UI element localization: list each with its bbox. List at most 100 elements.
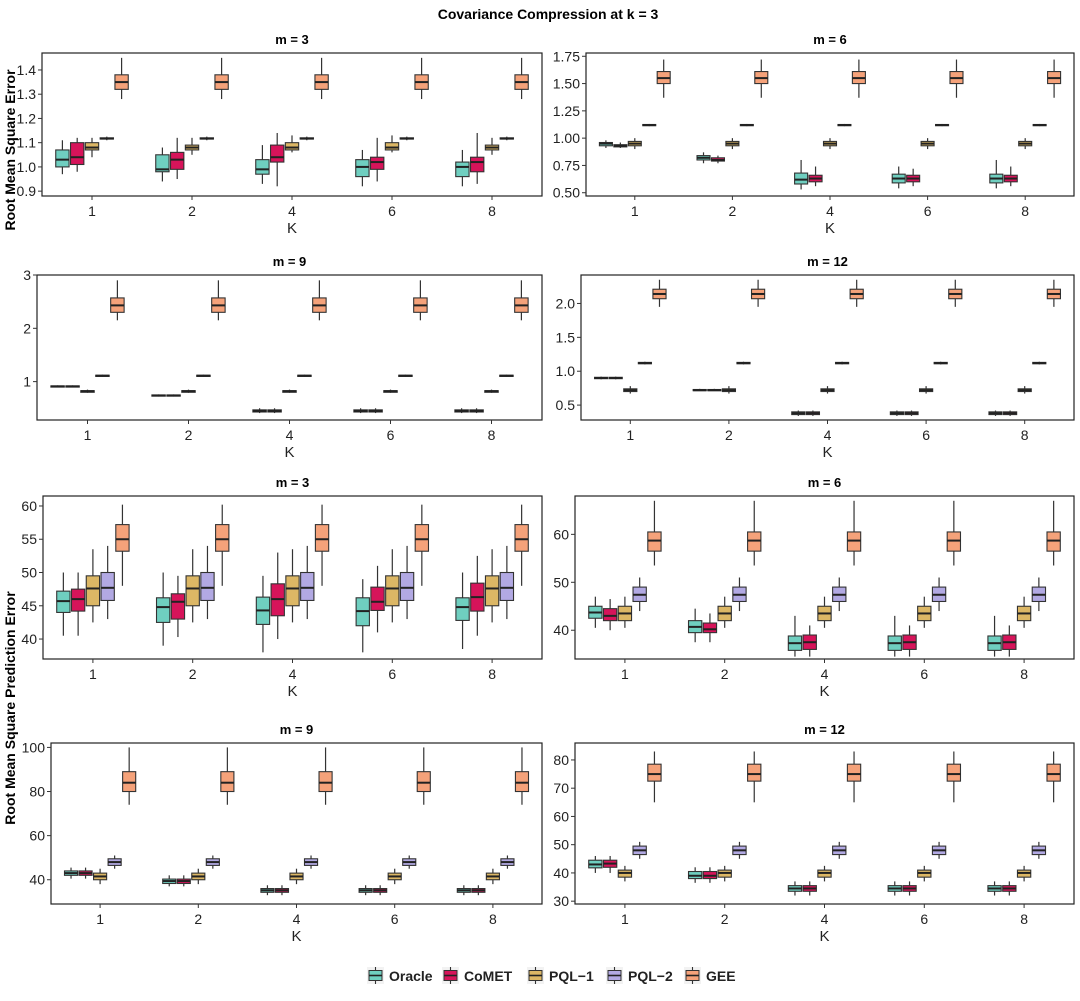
boxplot-box — [373, 885, 388, 896]
boxplot-box — [93, 868, 108, 885]
x-tick-label: 1 — [621, 666, 629, 682]
box-iqr — [285, 575, 300, 607]
boxplot-box — [732, 841, 747, 859]
boxplot-box — [808, 166, 823, 187]
boxplot-box — [1018, 138, 1033, 150]
panel-title: m = 12 — [807, 254, 848, 269]
y-tick-label: 1.0 — [17, 159, 37, 175]
boxplot-box — [312, 280, 327, 321]
x-tick-label: 8 — [488, 666, 496, 682]
y-tick-label: 55 — [21, 531, 37, 547]
x-tick-label: 6 — [920, 911, 928, 927]
x-tick-label: 4 — [824, 427, 832, 443]
boxplot-box — [717, 865, 732, 882]
boxplot-box — [588, 855, 603, 873]
legend-item: CoMET — [442, 967, 513, 984]
x-tick-label: 6 — [391, 911, 399, 927]
x-tick-label: 4 — [821, 911, 829, 927]
boxplot-box — [851, 59, 866, 98]
boxplot-box — [904, 410, 919, 416]
boxplot-box — [211, 280, 226, 321]
boxplot-box — [484, 137, 500, 155]
boxplot-box — [69, 137, 85, 172]
box-iqr — [155, 597, 171, 623]
boxplot-box — [484, 389, 499, 393]
boxplot-box — [802, 881, 817, 896]
boxplot-box — [56, 572, 71, 636]
boxplot-box — [1031, 577, 1047, 612]
box-iqr — [747, 763, 762, 782]
box-iqr — [115, 524, 130, 552]
x-tick-label: 6 — [924, 203, 932, 219]
plot-background — [37, 275, 542, 420]
boxplot-box — [191, 868, 206, 885]
box-iqr — [200, 571, 215, 602]
boxplot-box — [948, 279, 963, 307]
boxplot-box — [454, 408, 469, 414]
boxplot-box — [455, 149, 470, 187]
boxplot-box — [656, 59, 671, 98]
boxplot-box — [484, 549, 500, 623]
box-iqr — [170, 593, 186, 620]
y-tick-label: 1.4 — [17, 62, 37, 78]
boxplot-box — [355, 149, 370, 187]
box-iqr — [300, 571, 315, 602]
box-iqr — [84, 142, 100, 151]
figure-title: Covariance Compression at k = 3 — [438, 6, 659, 22]
boxplot-box — [1032, 361, 1047, 365]
boxplot-box — [166, 394, 181, 397]
panel-title: m = 9 — [273, 254, 307, 269]
boxplot-box — [1017, 386, 1032, 394]
boxplot-box — [200, 545, 215, 620]
boxplot-box — [384, 135, 400, 153]
legend-label: PQL−2 — [628, 968, 673, 984]
boxplot-box — [721, 386, 737, 394]
box-iqr — [846, 763, 862, 782]
boxplot-box — [652, 279, 667, 307]
boxplot-box — [469, 408, 484, 414]
boxplot-box — [456, 885, 471, 896]
boxplot-box — [303, 855, 319, 869]
boxplot-box — [627, 138, 642, 150]
x-axis-label: K — [284, 444, 294, 461]
boxplot-box — [414, 504, 430, 586]
box-iqr — [255, 159, 270, 175]
x-tick-label: 1 — [96, 911, 104, 927]
boxplot-box — [176, 875, 191, 887]
x-axis-label: K — [825, 220, 835, 237]
boxplot-box — [637, 361, 653, 365]
x-tick-label: 6 — [387, 427, 395, 443]
x-tick-label: 4 — [286, 427, 294, 443]
box-iqr — [100, 571, 115, 602]
x-axis-label: K — [819, 928, 829, 945]
x-tick-label: 8 — [488, 203, 496, 219]
x-axis-label: K — [287, 683, 297, 700]
boxplot-box — [987, 615, 1002, 657]
boxplot-box — [832, 577, 847, 612]
boxplot-box — [617, 865, 633, 882]
y-tick-label: 60 — [29, 828, 45, 844]
boxplot-box — [284, 135, 300, 153]
boxplot-box — [1016, 865, 1032, 882]
y-tick-label: 40 — [21, 631, 37, 647]
y-tick-label: 3 — [23, 267, 31, 283]
boxplot-box — [370, 565, 385, 633]
boxplot-box — [80, 389, 95, 393]
boxplot-box — [593, 376, 609, 380]
boxplot-box — [750, 279, 766, 307]
legend-item: GEE — [684, 967, 736, 984]
boxplot-box — [754, 59, 769, 98]
legend-label: GEE — [706, 968, 736, 984]
boxplot-box — [623, 386, 638, 394]
x-tick-label: 8 — [488, 427, 496, 443]
boxplot-box — [702, 867, 718, 883]
box-iqr — [85, 575, 101, 607]
boxplot-box — [485, 868, 500, 885]
boxplot-box — [702, 613, 718, 643]
boxplot-box — [402, 855, 417, 869]
boxplot-box — [55, 140, 70, 175]
boxplot-box — [1046, 751, 1061, 803]
boxplot-box — [988, 410, 1003, 416]
x-tick-label: 8 — [1021, 203, 1029, 219]
panel-title: m = 6 — [813, 32, 847, 47]
